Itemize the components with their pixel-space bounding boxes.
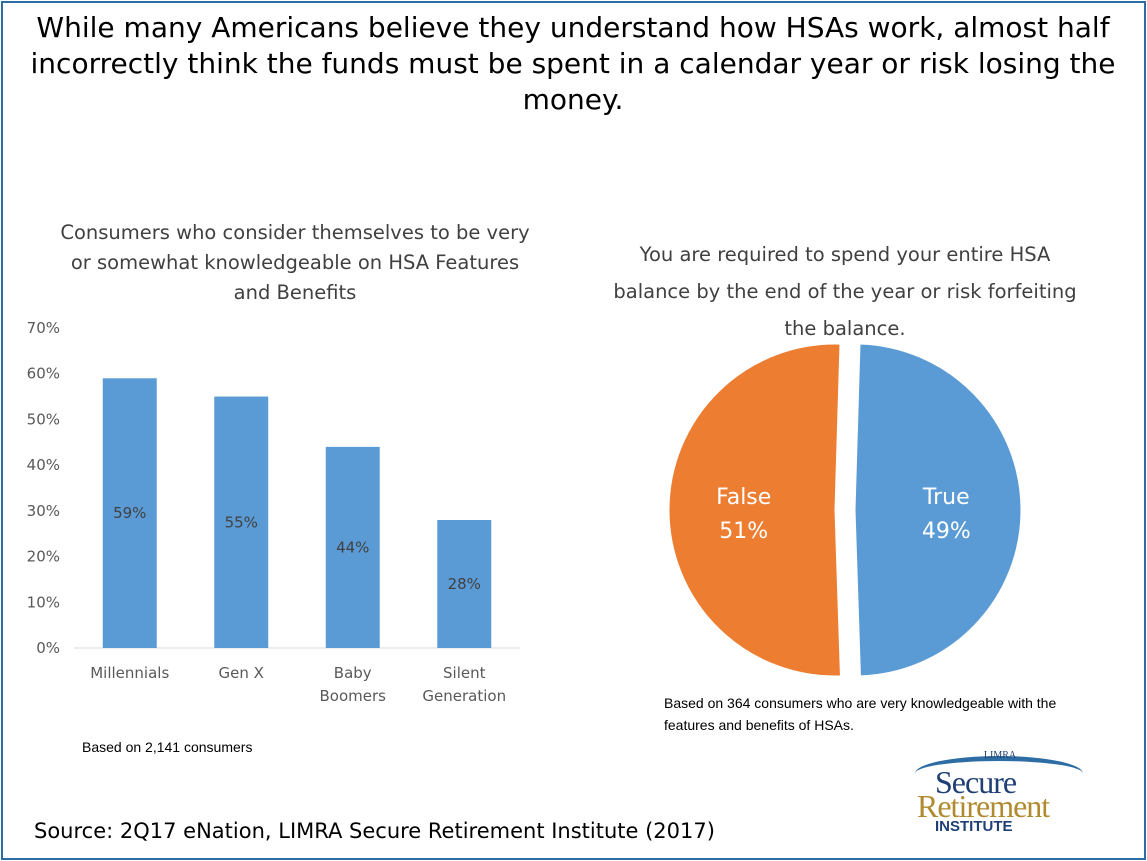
- y-tick-label: 50%: [27, 410, 60, 428]
- bar-data-label: 44%: [336, 538, 369, 556]
- bar: [214, 396, 269, 648]
- logo-institute-text: INSTITUTE: [935, 818, 1013, 835]
- bar: [325, 446, 380, 648]
- pie-chart: True 49% False 51%: [668, 343, 1022, 677]
- limra-sri-logo: LIMRA Secure Retirement INSTITUTE: [905, 750, 1095, 840]
- source-citation: Source: 2Q17 eNation, LIMRA Secure Retir…: [34, 819, 715, 843]
- pie-slice: [668, 343, 841, 677]
- pie-chart-note: Based on 364 consumers who are very know…: [664, 695, 1057, 733]
- pie-chart-title: You are required to spend your entire HS…: [613, 243, 1077, 340]
- pie-slice: [854, 343, 1022, 677]
- logo-secure-text: Secure: [935, 764, 1017, 800]
- pie-category-label: False: [716, 485, 771, 510]
- y-tick-label: 40%: [27, 456, 60, 474]
- bar-chart: 0% 10% 20% 30% 40% 50% 60% 70% 59% Millennials 55%…: [27, 319, 520, 705]
- x-category-label: Generation: [422, 687, 506, 705]
- bar-data-label: 28%: [448, 575, 481, 593]
- logo-arc: [915, 756, 1083, 791]
- y-tick-label: 0%: [36, 639, 60, 657]
- bar: [102, 378, 157, 648]
- x-category-label: Boomers: [320, 687, 387, 705]
- bar-chart-note: Based on 2,141 consumers: [82, 739, 253, 755]
- x-category-label: Millennials: [90, 664, 169, 682]
- y-tick-label: 70%: [27, 319, 60, 337]
- bar-chart-title: Consumers who consider themselves to be …: [60, 221, 530, 304]
- x-category-label: Baby: [334, 664, 372, 682]
- bar-data-label: 59%: [113, 504, 146, 522]
- y-tick-label: 30%: [27, 502, 60, 520]
- pie-value-label: 49%: [922, 519, 971, 544]
- bar-data-label: 55%: [225, 513, 258, 531]
- y-tick-label: 60%: [27, 365, 60, 383]
- logo-limra-text: LIMRA: [983, 750, 1017, 761]
- bar: [437, 520, 492, 648]
- y-tick-label: 10%: [27, 593, 60, 611]
- headline: While many Americans believe they unders…: [30, 11, 1116, 116]
- x-category-label: Silent: [443, 664, 486, 682]
- pie-value-label: 51%: [719, 519, 768, 544]
- pie-category-label: True: [922, 485, 970, 510]
- x-category-label: Gen X: [219, 664, 264, 682]
- y-tick-label: 20%: [27, 548, 60, 566]
- logo-retirement-text: Retirement: [917, 788, 1050, 824]
